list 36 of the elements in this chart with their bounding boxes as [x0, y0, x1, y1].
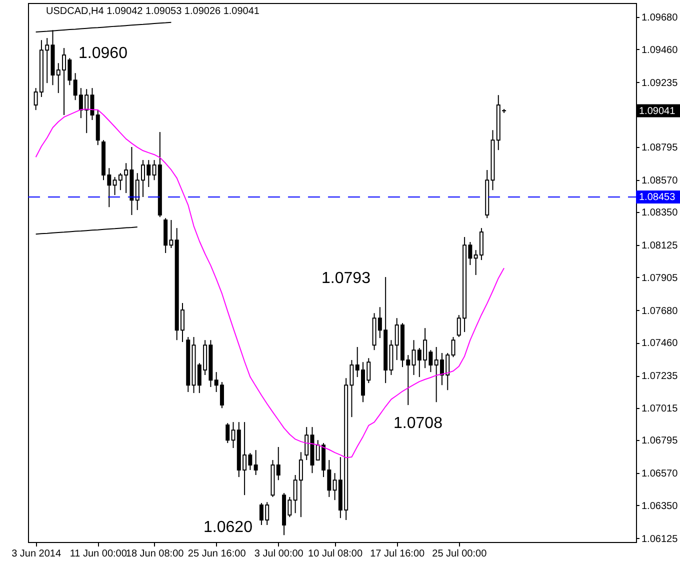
x-tick-label: 25 Jun 16:00 — [188, 548, 246, 560]
y-tick-label: 1.08795 — [642, 142, 678, 154]
x-tick-label: 10 Jul 08:00 — [308, 548, 363, 560]
y-tick-label: 1.08125 — [642, 240, 678, 252]
line-series — [35, 226, 138, 235]
x-tick-label: 3 Jun 2014 — [12, 548, 62, 560]
annotation: 1.0708 — [394, 415, 443, 432]
y-tick-label: 1.07905 — [642, 272, 678, 284]
candlestick — [276, 446, 280, 481]
y-tick-label: 1.06350 — [642, 500, 678, 512]
y-tick-label: 1.09680 — [642, 12, 678, 24]
y-tick-label: 1.06795 — [642, 436, 678, 447]
x-tick-label: 11 Jun 00:00 — [70, 548, 128, 560]
y-tick-label: 1.07235 — [642, 371, 678, 382]
candlestick — [451, 336, 456, 358]
text: 1.09041 — [639, 106, 676, 117]
y-tick-label: 1.08350 — [642, 208, 678, 219]
y-tick-label: 1.08570 — [642, 175, 678, 186]
y-tick-label: 1.07680 — [642, 306, 678, 317]
y-tick-label: 1.09235 — [642, 78, 678, 89]
candlestick — [226, 422, 230, 444]
candlestick — [254, 450, 258, 476]
annotation: 1.0960 — [78, 45, 128, 62]
annotation: 1.0793 — [322, 270, 371, 287]
x-tick-label: 18 Jun 08:00 — [126, 548, 184, 560]
y-tick-label: 1.07460 — [642, 338, 678, 350]
y-tick-label: 1.09460 — [642, 44, 678, 56]
chart-title: USDCAD,H4 1.09042 1.09053 1.09026 1.09041 — [46, 6, 260, 17]
x-tick-label: 17 Jul 16:00 — [370, 548, 426, 560]
ref-line-label: 1.08453 — [639, 192, 676, 203]
x-tick-label: 25 Jul 00:00 — [432, 548, 488, 560]
y-tick-label: 1.06570 — [642, 468, 678, 480]
y-tick-label: 1.07015 — [642, 403, 678, 414]
annotation: 1.0620 — [204, 519, 253, 536]
y-tick-label: 1.06125 — [642, 534, 678, 545]
x-tick-label: 3 Jul 00:00 — [254, 548, 304, 560]
